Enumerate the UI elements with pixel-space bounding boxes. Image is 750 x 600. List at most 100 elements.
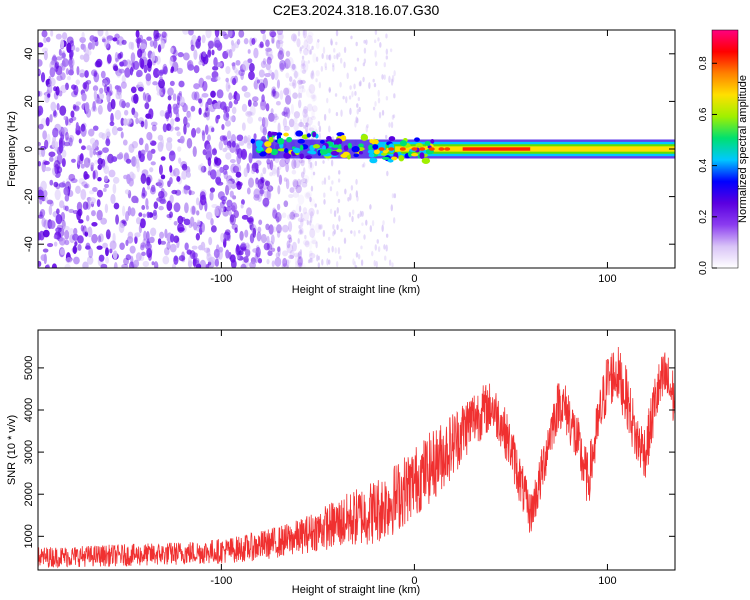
noise-speck (113, 262, 118, 268)
noise-speck (44, 139, 49, 150)
noise-speck (191, 245, 198, 250)
noise-speck (195, 127, 201, 134)
noise-speck (146, 36, 152, 41)
signal-blob (340, 134, 347, 142)
noise-speck (303, 105, 308, 115)
noise-speck (64, 239, 70, 246)
faint-speck (317, 38, 320, 43)
noise-speck (125, 102, 131, 108)
noise-speck (271, 168, 277, 176)
noise-speck (108, 169, 116, 178)
noise-speck (139, 218, 146, 229)
noise-speck (80, 224, 84, 232)
faint-speck (381, 109, 385, 116)
faint-speck (359, 80, 362, 87)
noise-speck (38, 260, 42, 267)
noise-speck (97, 150, 103, 155)
noise-speck (87, 42, 93, 50)
noise-speck (269, 31, 277, 38)
noise-speck (131, 173, 136, 180)
noise-speck (252, 96, 259, 103)
noise-speck (160, 174, 166, 180)
faint-speck (383, 74, 386, 80)
noise-speck (49, 220, 56, 230)
noise-speck (249, 105, 256, 117)
noise-speck (38, 145, 42, 156)
noise-speck (289, 249, 295, 259)
faint-speck (297, 30, 301, 37)
noise-speck (225, 152, 232, 160)
noise-speck (220, 195, 228, 202)
noise-speck (236, 93, 241, 102)
noise-speck (159, 75, 163, 82)
noise-speck (225, 77, 229, 83)
faint-speck (375, 61, 378, 67)
noise-speck (292, 191, 300, 198)
noise-speck (82, 201, 89, 210)
faint-speck (326, 258, 329, 266)
noise-speck (266, 189, 272, 201)
noise-speck (170, 68, 174, 74)
noise-speck (50, 60, 55, 66)
noise-speck (150, 121, 158, 127)
faint-speck (333, 210, 337, 218)
faint-speck (335, 261, 339, 268)
noise-speck (209, 191, 214, 201)
signal-hotspot (438, 147, 445, 151)
noise-speck (238, 69, 245, 77)
faint-speck (374, 101, 377, 107)
signal-blob (299, 144, 304, 151)
faint-speck (350, 185, 354, 191)
noise-speck (196, 219, 201, 226)
noise-speck (272, 209, 278, 219)
noise-speck (84, 230, 89, 237)
faint-speck (309, 48, 313, 55)
noise-speck (305, 191, 313, 199)
noise-speck (112, 250, 118, 260)
noise-speck (135, 117, 139, 125)
noise-speck (256, 79, 260, 84)
faint-speck (321, 258, 324, 266)
noise-speck (211, 71, 219, 79)
signal-blob (398, 155, 405, 162)
noise-speck (285, 72, 290, 79)
y-tick-label: -40 (23, 236, 35, 252)
noise-speck (116, 39, 120, 45)
noise-speck (222, 209, 229, 217)
faint-speck (323, 192, 326, 198)
noise-speck (157, 44, 162, 53)
noise-speck (83, 157, 91, 168)
noise-speck (83, 53, 90, 63)
noise-speck (65, 131, 69, 141)
faint-speck (391, 74, 395, 83)
noise-speck (169, 243, 177, 253)
noise-speck (60, 84, 67, 94)
noise-speck (140, 149, 146, 156)
noise-speck (247, 99, 252, 107)
noise-speck (84, 70, 89, 78)
noise-speck (56, 208, 60, 215)
faint-speck (362, 62, 366, 67)
noise-speck (297, 262, 303, 268)
signal-blob (270, 148, 279, 156)
noise-speck (286, 259, 290, 268)
faint-speck (334, 93, 338, 97)
faint-speck (377, 89, 380, 97)
noise-speck (207, 157, 212, 167)
faint-speck (310, 72, 314, 79)
noise-speck (300, 159, 305, 167)
noise-speck (184, 202, 189, 214)
noise-speck (287, 221, 293, 232)
y-tick-label: 4000 (23, 398, 35, 422)
signal-blob (382, 150, 389, 154)
noise-speck (150, 52, 156, 63)
signal-blob (268, 136, 274, 143)
y-tick-label: 20 (23, 95, 35, 107)
signal-blob (319, 139, 325, 144)
faint-speck (358, 229, 361, 234)
noise-speck (214, 30, 220, 38)
faint-speck (307, 60, 310, 64)
noise-speck (208, 164, 212, 174)
noise-speck (54, 61, 60, 69)
noise-speck (258, 219, 263, 225)
